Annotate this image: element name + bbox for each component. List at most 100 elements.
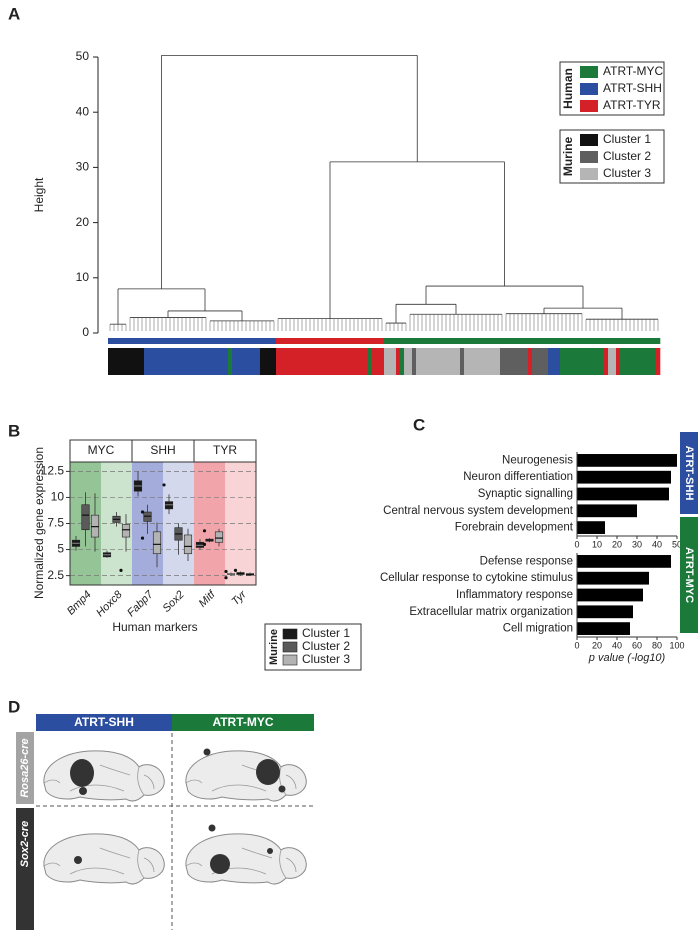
- bar: [577, 521, 605, 534]
- facet-label: TYR: [213, 443, 237, 457]
- outlier: [233, 568, 238, 573]
- y-tick-label: 2.5: [47, 568, 64, 582]
- legend-frame: [559, 61, 665, 116]
- legend-swatch: [580, 168, 598, 180]
- color-bar-segment: [412, 348, 417, 375]
- y-tick-label: 10: [51, 490, 65, 504]
- color-bar-segment: [108, 348, 145, 375]
- x-tick-label: Fabp7: [125, 588, 156, 619]
- box: [121, 524, 131, 538]
- y-axis-label: Height: [32, 177, 46, 212]
- y-tick-label: 5: [57, 542, 64, 556]
- outlier: [140, 510, 145, 514]
- box: [183, 534, 193, 555]
- color-bar-segment: [144, 348, 229, 375]
- legend-label: ATRT-MYC: [603, 64, 664, 78]
- color-bar-segment: [460, 348, 465, 375]
- side-label-box: [680, 517, 698, 633]
- legend-label: ATRT-TYR: [603, 98, 661, 112]
- column-label: ATRT-MYC: [212, 715, 273, 729]
- x-tick-label: 40: [612, 640, 622, 650]
- category-label: Cell migration: [503, 623, 573, 635]
- x-tick-label: 10: [592, 539, 602, 549]
- color-bar-segment: [548, 348, 561, 375]
- tumor: [79, 787, 87, 795]
- color-bar-segment: [384, 338, 661, 344]
- color-bar-segment: [528, 348, 533, 375]
- legend-swatch: [282, 641, 298, 653]
- legend-swatch: [580, 100, 598, 112]
- legend-label: ATRT-SHH: [603, 81, 662, 95]
- outlier: [162, 483, 166, 487]
- outlier: [202, 529, 207, 533]
- color-bar-segment: [368, 348, 373, 375]
- plot-frame: [69, 461, 257, 586]
- legend-label: Cluster 2: [302, 639, 350, 653]
- color-bar-segment: [416, 348, 461, 375]
- outlier: [224, 576, 228, 580]
- legend-swatch: [580, 83, 598, 95]
- side-label: ATRT-SHH: [683, 446, 695, 501]
- side-label: ATRT-MYC: [683, 547, 695, 603]
- bar: [577, 555, 671, 568]
- legend-swatch: [580, 151, 598, 163]
- tumor: [208, 824, 216, 832]
- legend-frame: [264, 623, 362, 671]
- bar: [577, 454, 677, 467]
- outlier: [140, 536, 145, 540]
- y-tick-label: 10: [76, 270, 90, 284]
- bar: [577, 571, 649, 585]
- bar: [577, 504, 637, 518]
- panel-label: A: [8, 4, 20, 23]
- color-bar-segment: [620, 348, 657, 375]
- column-header: [172, 714, 314, 731]
- x-tick-label: Tyr: [230, 588, 250, 608]
- category-label: Inflammatory response: [456, 589, 573, 601]
- brain: [185, 750, 307, 802]
- bar: [577, 605, 633, 619]
- color-bar-segment: [276, 348, 369, 375]
- color-bar-segment: [464, 348, 501, 375]
- color-bar-segment: [232, 348, 261, 375]
- legend-title: Murine: [561, 137, 575, 177]
- x-axis-label: Human markers: [112, 620, 197, 634]
- color-bar-segment: [604, 348, 609, 375]
- legend-label: Cluster 1: [302, 626, 350, 640]
- row-label: Sox2-cre: [19, 821, 31, 867]
- column-header: [36, 714, 172, 731]
- tumor: [267, 848, 273, 854]
- x-tick-label: 0: [574, 640, 579, 650]
- outlier: [119, 568, 123, 573]
- category-label: Neuron differentiation: [463, 471, 573, 483]
- outlier: [202, 542, 207, 546]
- side-label-box: [680, 432, 698, 514]
- x-tick-label: 0: [574, 539, 579, 549]
- color-bar-segment: [260, 348, 277, 375]
- y-tick-label: 12.5: [41, 464, 65, 478]
- color-bar-segment: [384, 348, 397, 375]
- legend-label: Cluster 3: [302, 652, 350, 666]
- bar: [577, 470, 671, 484]
- x-tick-label: 30: [632, 539, 642, 549]
- facet-label: SHH: [150, 443, 175, 457]
- y-tick-label: 7.5: [47, 516, 64, 530]
- y-tick-label: 40: [76, 104, 90, 118]
- x-tick-label: 60: [632, 640, 642, 650]
- facet-label: MYC: [88, 443, 115, 457]
- column-label: ATRT-SHH: [74, 715, 134, 729]
- bar: [577, 622, 630, 635]
- x-tick-label: 20: [612, 539, 622, 549]
- legend-label: Cluster 3: [603, 166, 651, 180]
- tumors: [70, 748, 286, 874]
- category-label: Defense response: [480, 555, 573, 567]
- color-bar-segment: [276, 338, 385, 344]
- legend-title: Murine: [268, 629, 280, 665]
- tumor: [74, 856, 82, 864]
- x-tick-label: 80: [652, 640, 662, 650]
- color-bar-segment: [656, 348, 661, 375]
- brain: [185, 833, 307, 885]
- legend-frame: [559, 129, 665, 184]
- box: [81, 504, 90, 531]
- category-label: Central nervous system development: [383, 505, 574, 517]
- x-tick-label: 20: [592, 640, 602, 650]
